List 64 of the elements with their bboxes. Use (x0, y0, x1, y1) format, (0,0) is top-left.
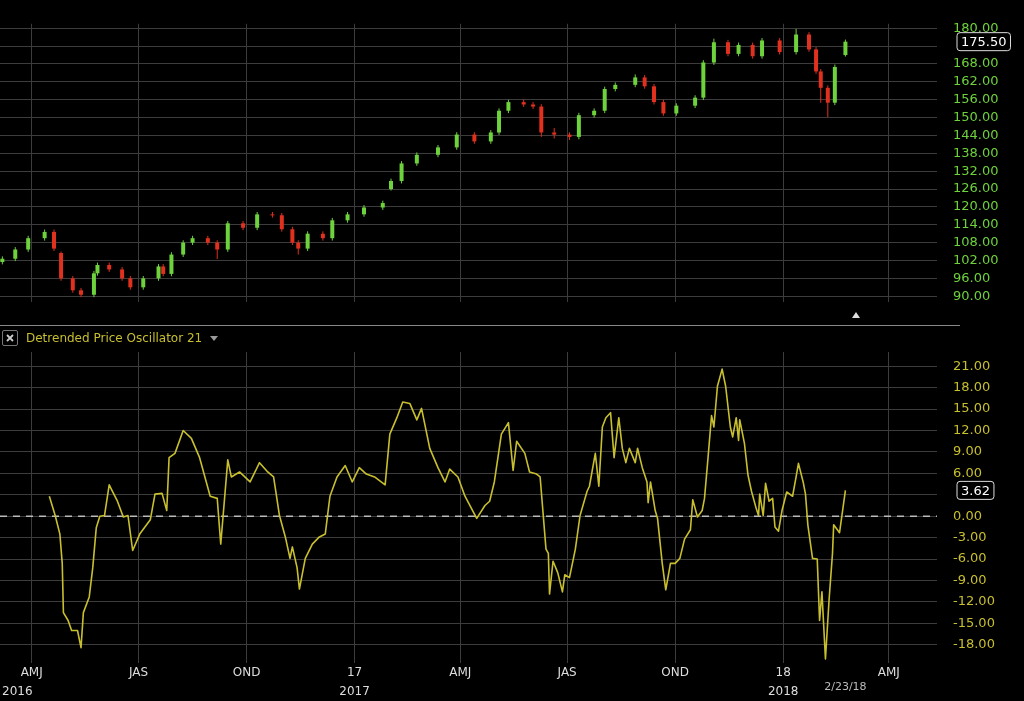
candlestick (169, 251, 174, 277)
text: 2016 (2, 684, 33, 699)
y-tick-label: -15.00 (953, 614, 995, 630)
x-tick-label: OND (232, 664, 261, 679)
y-tick-label: 156.00 (953, 91, 999, 107)
text: 2/23/18 (824, 679, 867, 693)
y-tick-label: 96.00 (953, 269, 991, 285)
y-tick-label: 150.00 (953, 108, 999, 124)
x-tick-label: JAS (556, 664, 577, 679)
candlestick (330, 217, 335, 242)
candlestick (814, 46, 819, 75)
candlestick (818, 68, 823, 104)
y-tick-label: 21.00 (953, 357, 991, 373)
y-tick-label: 120.00 (953, 198, 999, 214)
candlestick (825, 84, 830, 118)
y-tick-label: 132.00 (953, 162, 999, 178)
y-tick-label: 168.00 (953, 55, 999, 71)
candlestick (279, 212, 284, 233)
x-tick-label: AMJ (877, 664, 900, 679)
candlestick (305, 230, 310, 252)
y-tick-label: 114.00 (953, 216, 999, 232)
x-tick-label: AMJ (20, 664, 43, 679)
chart-title: Detrended Price Oscillator 21 (26, 331, 203, 345)
y-tick-label: -3.00 (953, 529, 987, 545)
y-tick-label: -12.00 (953, 593, 995, 609)
candlestick (52, 229, 57, 252)
y-tick-label: -6.00 (953, 550, 987, 566)
x-tick-label: OND (661, 664, 689, 679)
y-tick-label: 180.00 (953, 19, 999, 35)
y-tick-label: -18.00 (953, 636, 995, 652)
text: 3.62 (961, 482, 990, 498)
candlestick (652, 83, 657, 105)
y-tick-label: 108.00 (953, 234, 999, 250)
x-tick-label: AMJ (449, 664, 472, 679)
text: 2017 (339, 684, 370, 699)
y-tick-label: -9.00 (953, 571, 987, 587)
y-tick-label: 144.00 (953, 126, 999, 142)
x-tick-label: JAS (127, 664, 149, 679)
candlestick (497, 107, 502, 136)
candlestick (711, 38, 716, 66)
candlestick (807, 31, 812, 53)
x-tick-label: 17 (346, 664, 363, 679)
y-tick-label: 90.00 (953, 287, 991, 303)
candlestick (576, 112, 581, 140)
candlestick (602, 86, 607, 114)
y-tick-label: 0.00 (953, 507, 982, 523)
y-tick-label: 9.00 (953, 443, 982, 459)
y-tick-label: 6.00 (953, 464, 982, 480)
candlestick (399, 160, 404, 184)
text: 2018 (767, 684, 799, 699)
candlestick (794, 28, 799, 55)
text: 175.50 (961, 34, 1007, 50)
candlestick (531, 101, 536, 110)
candlestick (255, 211, 260, 231)
candlestick (760, 37, 765, 60)
y-tick-label: 18.00 (953, 379, 991, 395)
y-tick-label: 162.00 (953, 73, 999, 89)
y-tick-label: 138.00 (953, 144, 999, 160)
candlestick (290, 226, 295, 246)
y-tick-label: 15.00 (953, 400, 991, 416)
y-tick-label: 126.00 (953, 180, 999, 196)
y-tick-label: 102.00 (953, 251, 999, 267)
x-tick-label: 18 (775, 664, 791, 679)
y-tick-label: 12.00 (953, 421, 991, 437)
